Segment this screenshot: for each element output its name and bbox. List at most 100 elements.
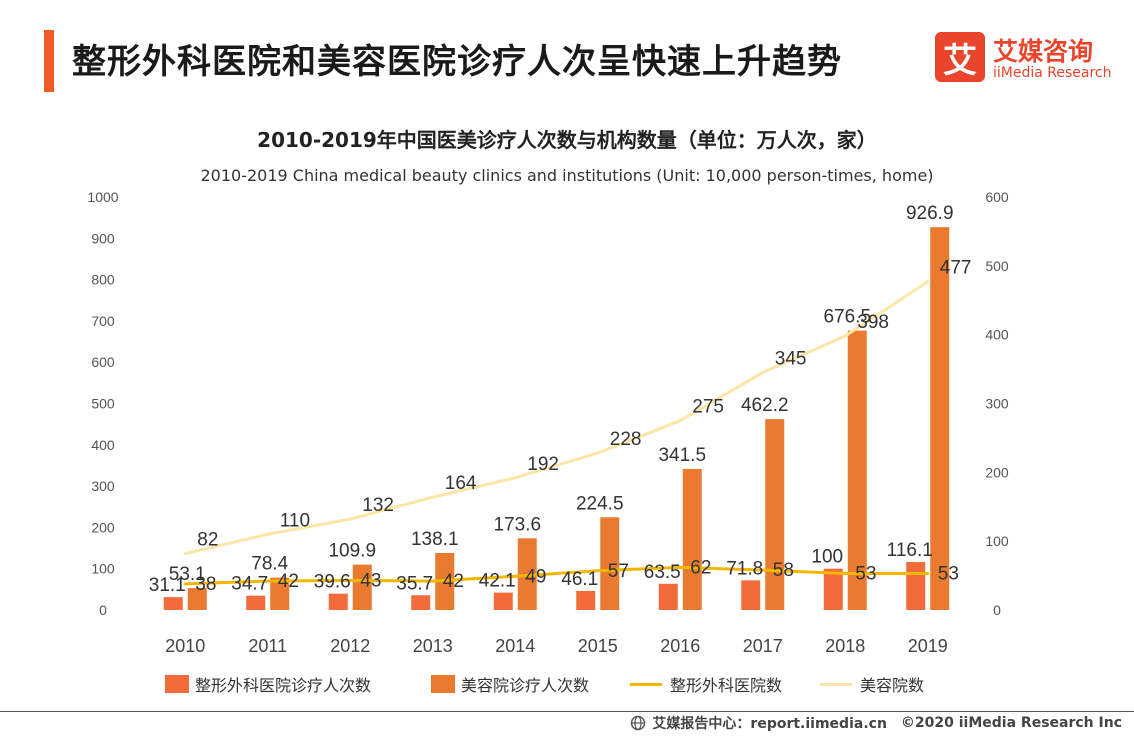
point-plastic-hospitals: [596, 569, 600, 573]
chart-title: 2010-2019年中国医美诊疗人次数与机构数量（单位：万人次，家）: [257, 128, 877, 152]
chart-subtitle: 2010-2019 China medical beauty clinics a…: [200, 166, 934, 185]
point-beauty-hospitals: [431, 495, 435, 499]
logo-chinese-name: 艾媒咨询: [993, 37, 1094, 66]
point-plastic-hospitals: [678, 565, 682, 569]
x-axis-tick-label: 2016: [660, 636, 700, 656]
point-plastic-hospitals: [843, 572, 847, 576]
legend-label-beauty-hospitals: 美容院数: [860, 676, 925, 695]
data-label-beauty-visits: 224.5: [576, 493, 624, 514]
legend-swatch-plastic-hospitals: [630, 682, 662, 686]
data-label-beauty-hospitals: 192: [527, 454, 559, 475]
data-label-beauty-visits: 109.9: [328, 541, 376, 562]
left-axis-tick-label: 0: [99, 602, 107, 618]
legend-item-plastic-hospitals: 整形外科医院数: [630, 672, 782, 696]
legend-swatch-beauty-hospitals: [820, 682, 852, 686]
left-axis-tick-label: 200: [91, 519, 115, 535]
data-label-beauty-hospitals: 110: [280, 510, 310, 531]
data-label-plastic-visits: 42.1: [479, 571, 516, 592]
chart-legend: 整形外科医院诊疗人次数 美容院诊疗人次数 整形外科医院数 美容院数: [0, 672, 1134, 698]
left-axis-tick-label: 500: [91, 396, 115, 412]
bar-beauty-visits: [847, 330, 867, 610]
footer-divider: [0, 711, 1134, 712]
point-plastic-hospitals: [183, 582, 187, 586]
point-beauty-hospitals: [596, 451, 600, 455]
line-plastic-hospitals: [185, 565, 928, 586]
bar-beauty-visits: [930, 227, 950, 610]
right-axis-tick-label: 200: [985, 464, 1009, 480]
legend-item-beauty-visits: 美容院诊疗人次数: [431, 672, 589, 696]
left-axis-tick-label: 300: [91, 478, 115, 494]
data-label-plastic-hospitals: 62: [690, 557, 711, 578]
x-axis-tick-label: 2017: [743, 636, 783, 656]
data-label-beauty-hospitals: 82: [197, 530, 218, 551]
data-label-plastic-hospitals: 43: [360, 570, 381, 591]
legend-item-beauty-hospitals: 美容院数: [820, 672, 924, 696]
bar-beauty-visits: [765, 419, 785, 610]
left-axis-tick-label: 800: [91, 272, 115, 288]
point-beauty-hospitals: [926, 280, 930, 284]
bar-beauty-visits: [187, 588, 207, 610]
data-label-beauty-visits: 926.9: [906, 203, 954, 224]
combo-chart: 0 100 200 300 400 500 600 700 800 900 1000 0 100 200 3…: [87, 189, 1009, 656]
data-label-beauty-visits: 173.6: [493, 514, 541, 535]
data-label-plastic-hospitals: 42: [443, 571, 464, 592]
point-plastic-hospitals: [266, 579, 270, 583]
legend-swatch-beauty-visits: [431, 675, 455, 693]
data-label-plastic-visits: 35.7: [396, 573, 433, 594]
data-label-beauty-visits: 462.2: [741, 395, 789, 416]
data-label-beauty-hospitals: 477: [940, 258, 972, 279]
bar-plastic-visits: [823, 568, 843, 610]
data-label-beauty-hospitals: 345: [775, 349, 807, 370]
left-axis-tick-label: 400: [91, 437, 115, 453]
point-plastic-hospitals: [926, 572, 930, 576]
point-beauty-hospitals: [843, 334, 847, 338]
logo-english-name: iiMedia Research: [993, 65, 1112, 81]
data-label-plastic-visits: 116.1: [887, 540, 933, 561]
right-axis-tick-label: 300: [985, 396, 1009, 412]
iimedia-logo: 艾 艾媒咨询 iiMedia Research: [935, 32, 1115, 84]
footer-copyright: ©2020 iiMedia Research Inc: [900, 715, 1122, 731]
x-axis-tick-label: 2013: [413, 636, 453, 656]
data-label-plastic-visits: 39.6: [314, 572, 351, 593]
x-axis-tick-label: 2012: [330, 636, 370, 656]
data-label-plastic-hospitals: 53: [938, 564, 959, 585]
x-axis-tick-label: 2015: [578, 636, 618, 656]
x-axis-tick-label: 2018: [825, 636, 865, 656]
data-label-plastic-hospitals: 42: [278, 571, 299, 592]
point-plastic-hospitals: [348, 578, 352, 582]
data-label-plastic-visits: 31.1: [149, 575, 186, 596]
data-label-plastic-visits: 63.5: [644, 562, 681, 583]
point-plastic-hospitals: [431, 579, 435, 583]
left-axis-tick-label: 600: [91, 354, 115, 370]
x-axis-tick-label: 2011: [248, 636, 287, 656]
x-axis-tick-label: 2019: [908, 636, 948, 656]
right-axis-tick-label: 0: [993, 602, 1001, 618]
bar-plastic-visits: [658, 583, 678, 610]
bar-beauty-visits: [682, 468, 702, 610]
data-label-beauty-hospitals: 164: [445, 473, 477, 494]
bar-plastic-visits: [906, 562, 926, 610]
line-beauty-hospitals: [184, 280, 929, 556]
point-plastic-hospitals: [513, 574, 517, 578]
legend-label-plastic-visits: 整形外科医院诊疗人次数: [195, 676, 372, 695]
globe-icon: [631, 715, 646, 731]
left-axis-tick-label: 900: [91, 230, 115, 246]
right-axis-tick-label: 100: [985, 533, 1009, 549]
footer: 艾媒报告中心：report.iimedia.cn ©2020 iiMedia R…: [630, 713, 1122, 733]
data-label-beauty-hospitals: 228: [610, 429, 642, 450]
logo-mark: 艾: [935, 32, 985, 82]
data-label-beauty-hospitals: 275: [692, 397, 724, 418]
legend-label-beauty-visits: 美容院诊疗人次数: [461, 676, 590, 695]
point-beauty-hospitals: [761, 371, 765, 375]
data-label-beauty-hospitals: 398: [857, 312, 889, 333]
data-label-beauty-visits: 676.5: [823, 307, 871, 328]
data-label-plastic-hospitals: 38: [195, 574, 216, 595]
title-accent-bar: [44, 30, 54, 92]
footer-source: 艾媒报告中心：report.iimedia.cn: [652, 716, 887, 732]
right-axis-tick-label: 600: [985, 189, 1009, 205]
legend-swatch-plastic-visits: [165, 675, 189, 693]
data-label-plastic-visits: 100: [811, 547, 843, 568]
bar-plastic-visits: [246, 595, 266, 610]
page-title: 整形外科医院和美容医院诊疗人次呈快速上升趋势: [72, 42, 842, 82]
bar-beauty-visits: [600, 517, 620, 610]
